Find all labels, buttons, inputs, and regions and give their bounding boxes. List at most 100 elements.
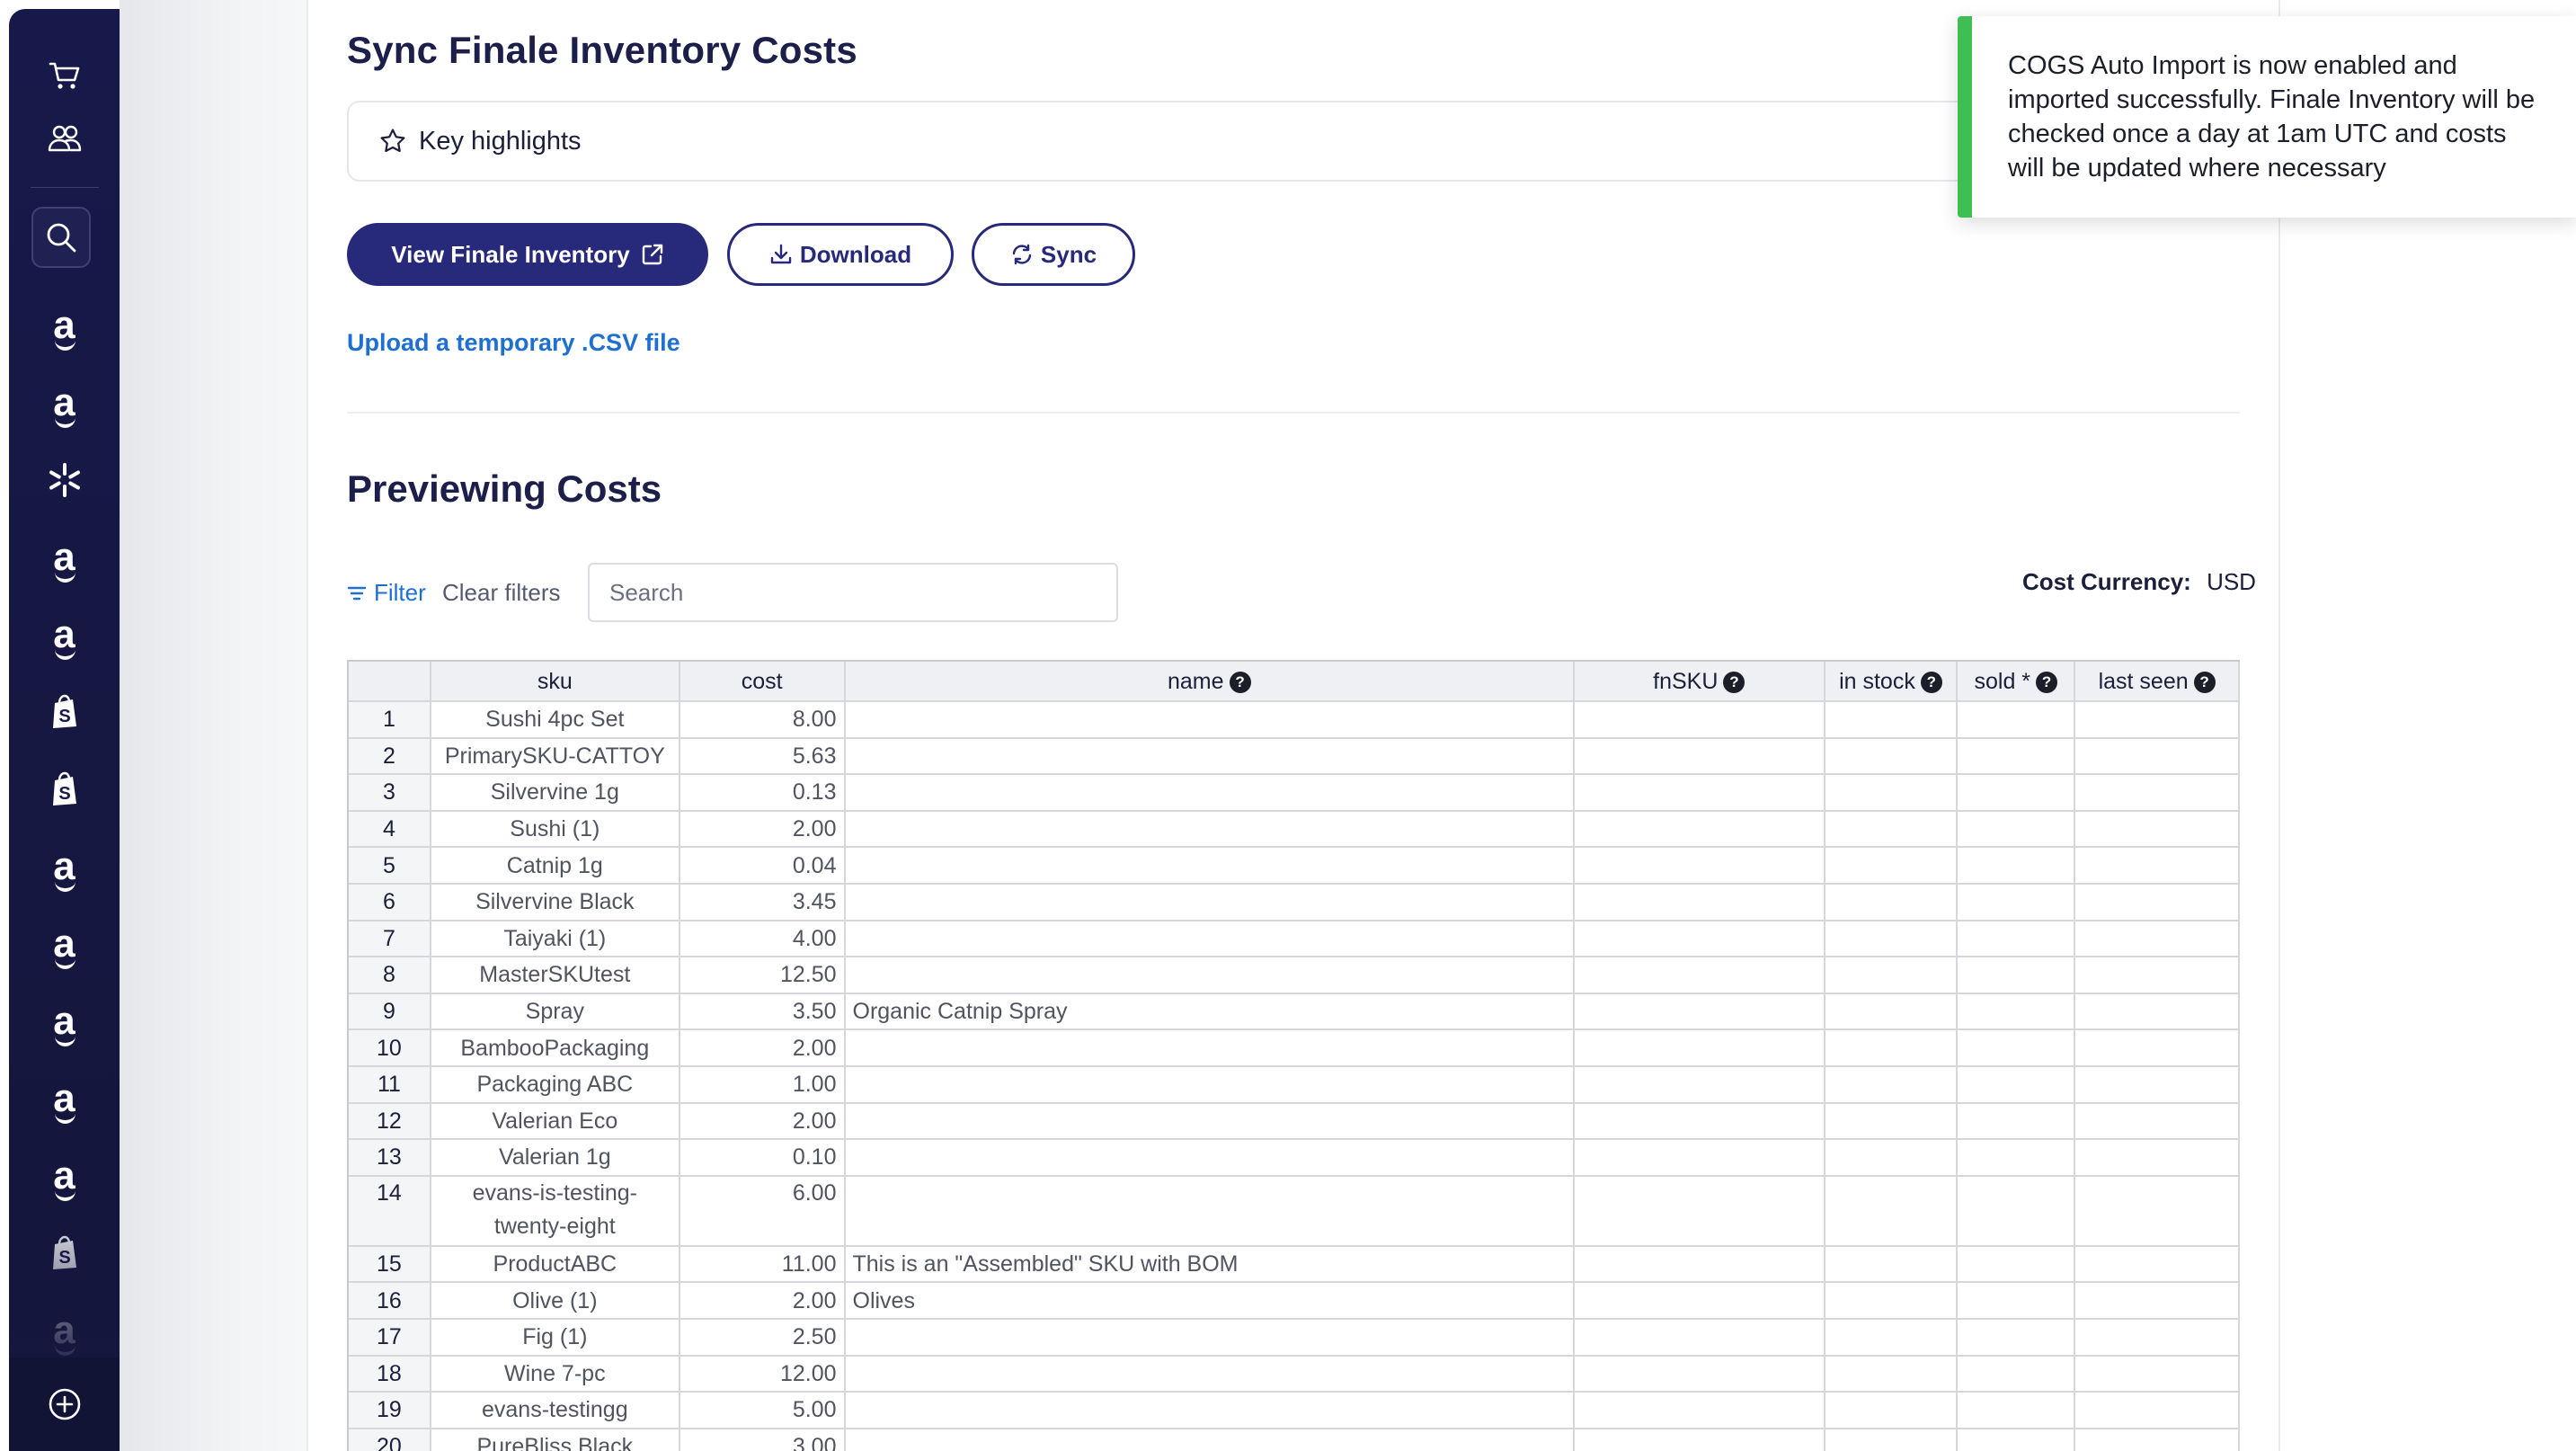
last-seen-cell[interactable] xyxy=(2074,1029,2240,1067)
row-index-cell[interactable]: 8 xyxy=(349,957,431,994)
row-index-cell[interactable]: 6 xyxy=(349,883,431,921)
sku-cell[interactable]: ProductABC xyxy=(430,1245,680,1284)
header-last-seen[interactable]: last seen? xyxy=(2074,662,2240,702)
cost-cell[interactable]: 3.45 xyxy=(679,883,846,921)
table-row[interactable]: 18 Wine 7-pc 12.00 xyxy=(349,1355,2240,1393)
last-seen-cell[interactable] xyxy=(2074,1392,2240,1429)
table-row[interactable]: 14 evans-is-testing-twenty-eight 6.00 xyxy=(349,1175,2240,1247)
help-icon[interactable]: ? xyxy=(1229,671,1251,693)
row-index-cell[interactable]: 3 xyxy=(349,774,431,812)
table-row[interactable]: 9 Spray 3.50 Organic Catnip Spray xyxy=(349,993,2240,1031)
last-seen-cell[interactable] xyxy=(2074,1282,2240,1320)
fnsku-cell[interactable] xyxy=(1574,847,1825,885)
name-cell[interactable] xyxy=(844,1175,1575,1247)
cost-cell[interactable]: 3.50 xyxy=(679,993,846,1031)
table-row[interactable]: 10 BambooPackaging 2.00 xyxy=(349,1029,2240,1067)
help-icon[interactable]: ? xyxy=(1723,671,1745,693)
fnsku-cell[interactable] xyxy=(1574,920,1825,958)
name-cell[interactable] xyxy=(844,737,1575,776)
in-stock-cell[interactable] xyxy=(1824,1318,1959,1357)
table-row[interactable]: 4 Sushi (1) 2.00 xyxy=(349,810,2240,849)
shopify-icon[interactable]: S xyxy=(9,685,120,739)
cost-cell[interactable]: 0.10 xyxy=(679,1139,846,1177)
name-cell[interactable]: Organic Catnip Spray xyxy=(844,993,1575,1031)
last-seen-cell[interactable] xyxy=(2074,993,2240,1031)
success-toast[interactable]: COGS Auto Import is now enabled and impo… xyxy=(1958,16,2576,218)
amazon-icon[interactable]: a xyxy=(53,1153,76,1201)
sku-cell[interactable]: Sushi (1) xyxy=(430,810,680,849)
in-stock-cell[interactable] xyxy=(1824,1245,1959,1284)
in-stock-cell[interactable] xyxy=(1824,1029,1959,1067)
amazon-icon[interactable]: a xyxy=(53,612,76,660)
last-seen-cell[interactable] xyxy=(2074,1318,2240,1357)
cost-cell[interactable]: 5.63 xyxy=(679,737,846,776)
in-stock-cell[interactable] xyxy=(1824,1102,1959,1141)
help-icon[interactable]: ? xyxy=(2193,671,2216,693)
row-index-cell[interactable]: 5 xyxy=(349,847,431,885)
fnsku-cell[interactable] xyxy=(1574,1139,1825,1177)
name-cell[interactable] xyxy=(844,883,1575,921)
name-cell[interactable] xyxy=(844,1029,1575,1067)
filter-button[interactable]: Filter xyxy=(347,579,426,607)
upload-csv-link[interactable]: Upload a temporary .CSV file xyxy=(347,329,680,356)
sold-cell[interactable] xyxy=(1957,737,2076,776)
sku-cell[interactable]: Silvervine Black xyxy=(430,883,680,921)
row-index-cell[interactable]: 1 xyxy=(349,701,431,739)
sku-cell[interactable]: BambooPackaging xyxy=(430,1029,680,1067)
name-cell[interactable] xyxy=(844,1392,1575,1429)
in-stock-cell[interactable] xyxy=(1824,883,1959,921)
last-seen-cell[interactable] xyxy=(2074,1065,2240,1104)
row-index-cell[interactable]: 17 xyxy=(349,1318,431,1357)
sold-cell[interactable] xyxy=(1957,1392,2076,1429)
last-seen-cell[interactable] xyxy=(2074,1355,2240,1393)
fnsku-cell[interactable] xyxy=(1574,1029,1825,1067)
cost-cell[interactable]: 4.00 xyxy=(679,920,846,958)
sold-cell[interactable] xyxy=(1957,1355,2076,1393)
fnsku-cell[interactable] xyxy=(1574,810,1825,849)
fnsku-cell[interactable] xyxy=(1574,737,1825,776)
table-row[interactable]: 12 Valerian Eco 2.00 xyxy=(349,1102,2240,1141)
sold-cell[interactable] xyxy=(1957,701,2076,739)
fnsku-cell[interactable] xyxy=(1574,1102,1825,1141)
row-index-cell[interactable]: 10 xyxy=(349,1029,431,1067)
table-row[interactable]: 6 Silvervine Black 3.45 xyxy=(349,883,2240,921)
sku-cell[interactable]: Taiyaki (1) xyxy=(430,920,680,958)
header-in-stock[interactable]: in stock? xyxy=(1824,662,1959,702)
sku-cell[interactable]: Spray xyxy=(430,993,680,1031)
header-sold[interactable]: sold *? xyxy=(1957,662,2076,702)
last-seen-cell[interactable] xyxy=(2074,883,2240,921)
cost-cell[interactable]: 2.00 xyxy=(679,1102,846,1141)
cost-cell[interactable]: 5.00 xyxy=(679,1392,846,1429)
sold-cell[interactable] xyxy=(1957,1245,2076,1284)
row-index-cell[interactable]: 2 xyxy=(349,737,431,776)
table-row[interactable]: 11 Packaging ABC 1.00 xyxy=(349,1065,2240,1104)
name-cell[interactable] xyxy=(844,1428,1575,1451)
fnsku-cell[interactable] xyxy=(1574,1175,1825,1247)
row-index-cell[interactable]: 9 xyxy=(349,993,431,1031)
sku-cell[interactable]: Wine 7-pc xyxy=(430,1355,680,1393)
sold-cell[interactable] xyxy=(1957,957,2076,994)
sold-cell[interactable] xyxy=(1957,993,2076,1031)
name-cell[interactable] xyxy=(844,1355,1575,1393)
sold-cell[interactable] xyxy=(1957,1318,2076,1357)
cost-cell[interactable]: 11.00 xyxy=(679,1245,846,1284)
cost-cell[interactable]: 6.00 xyxy=(679,1175,846,1247)
header-fnsku[interactable]: fnSKU? xyxy=(1574,662,1825,702)
in-stock-cell[interactable] xyxy=(1824,957,1959,994)
sold-cell[interactable] xyxy=(1957,1282,2076,1320)
name-cell[interactable] xyxy=(844,1318,1575,1357)
last-seen-cell[interactable] xyxy=(2074,1102,2240,1141)
name-cell[interactable] xyxy=(844,1102,1575,1141)
amazon-icon[interactable]: a xyxy=(53,535,76,583)
row-index-cell[interactable]: 14 xyxy=(349,1175,431,1247)
in-stock-cell[interactable] xyxy=(1824,1392,1959,1429)
name-cell[interactable] xyxy=(844,701,1575,739)
sold-cell[interactable] xyxy=(1957,1029,2076,1067)
last-seen-cell[interactable] xyxy=(2074,957,2240,994)
table-row[interactable]: 13 Valerian 1g 0.10 xyxy=(349,1139,2240,1177)
table-row[interactable]: 1 Sushi 4pc Set 8.00 xyxy=(349,701,2240,739)
amazon-icon[interactable]: a xyxy=(53,303,76,351)
name-cell[interactable] xyxy=(844,810,1575,849)
sidebar-search-button[interactable] xyxy=(31,207,91,268)
row-index-cell[interactable]: 13 xyxy=(349,1139,431,1177)
